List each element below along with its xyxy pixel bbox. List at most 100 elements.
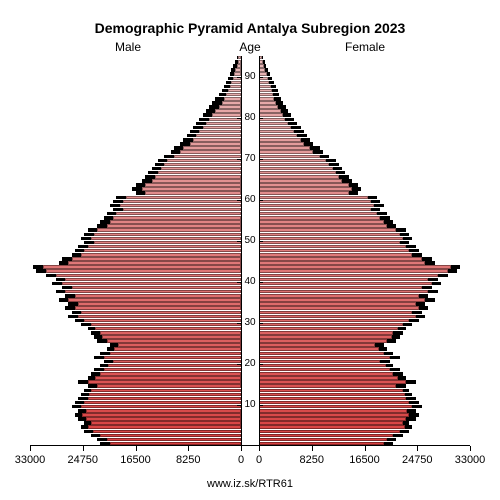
- female-label: Female: [345, 40, 385, 54]
- male-bar: [206, 122, 241, 125]
- age-row: [30, 265, 470, 268]
- age-row: [30, 93, 470, 96]
- male-bar: [183, 146, 241, 149]
- male-bar: [72, 286, 241, 289]
- female-bar: [259, 265, 451, 268]
- female-bar: [259, 187, 352, 190]
- center-axis-left: [241, 56, 242, 446]
- female-bar: [259, 208, 371, 211]
- female-bar: [259, 331, 393, 334]
- female-bar: [259, 298, 425, 301]
- male-bar: [180, 150, 241, 153]
- age-row: [30, 438, 470, 441]
- male-bar: [62, 282, 241, 285]
- female-bar: [259, 384, 396, 387]
- age-row: [30, 413, 470, 416]
- x-tick-label: 16500: [349, 454, 380, 466]
- pyramid-chart: Demographic Pyramid Antalya Subregion 20…: [30, 20, 470, 465]
- male-bar: [75, 306, 241, 309]
- female-bar: [259, 352, 384, 355]
- y-tick-label: 20: [244, 358, 255, 369]
- age-row: [30, 228, 470, 231]
- female-bar: [259, 397, 406, 400]
- female-bar: [259, 294, 419, 297]
- age-row: [30, 126, 470, 129]
- male-bar: [82, 413, 241, 416]
- age-row: [30, 187, 470, 190]
- female-bar: [259, 72, 267, 75]
- female-bar: [259, 438, 387, 441]
- age-row: [30, 335, 470, 338]
- female-bar: [259, 179, 342, 182]
- male-bar: [152, 179, 242, 182]
- male-bar: [226, 93, 241, 96]
- male-bar: [81, 405, 241, 408]
- female-bar: [259, 138, 301, 141]
- y-tick-label: 70: [244, 153, 255, 164]
- male-bar: [155, 175, 241, 178]
- male-bar: [104, 356, 241, 359]
- age-row: [30, 146, 470, 149]
- male-bar: [100, 434, 241, 437]
- age-row: [30, 183, 470, 186]
- male-bar: [230, 85, 242, 88]
- age-row: [30, 64, 470, 67]
- female-bar: [259, 278, 428, 281]
- y-tick-label: 60: [244, 194, 255, 205]
- age-row: [30, 101, 470, 104]
- female-bar: [259, 405, 412, 408]
- male-bar: [234, 72, 241, 75]
- age-label: Age: [239, 40, 260, 54]
- male-bar: [86, 409, 241, 412]
- female-bar: [259, 311, 412, 314]
- female-bar: [259, 150, 313, 153]
- male-bar: [72, 257, 241, 260]
- male-bar: [100, 372, 241, 375]
- male-bar: [75, 294, 241, 297]
- female-bar: [259, 364, 386, 367]
- female-bar: [259, 224, 387, 227]
- female-bar: [259, 343, 375, 346]
- age-row: [30, 302, 470, 305]
- female-bar: [259, 339, 387, 342]
- female-bar: [259, 233, 400, 236]
- age-row: [30, 298, 470, 301]
- male-bar: [68, 298, 241, 301]
- age-row: [30, 430, 470, 433]
- female-bar: [259, 335, 392, 338]
- male-bar: [222, 101, 241, 104]
- female-bar: [259, 85, 271, 88]
- female-bar: [259, 237, 403, 240]
- age-row: [30, 269, 470, 272]
- male-bar: [110, 220, 241, 223]
- age-row: [30, 339, 470, 342]
- male-bar: [56, 274, 241, 277]
- female-bar: [259, 97, 274, 100]
- male-bar: [88, 425, 241, 428]
- female-bar: [259, 360, 380, 363]
- age-row: [30, 434, 470, 437]
- female-bar: [259, 282, 432, 285]
- male-bar: [164, 163, 241, 166]
- age-row: [30, 380, 470, 383]
- female-bar: [259, 421, 403, 424]
- female-bar: [259, 113, 283, 116]
- age-row: [30, 257, 470, 260]
- age-row: [30, 306, 470, 309]
- male-bar: [145, 191, 241, 194]
- y-tick-label: 50: [244, 235, 255, 246]
- female-bar: [259, 417, 406, 420]
- male-bar: [78, 315, 241, 318]
- x-tick-label: 24750: [67, 454, 98, 466]
- female-bar: [259, 380, 406, 383]
- male-bar: [65, 278, 241, 281]
- female-bar: [259, 368, 390, 371]
- female-bar: [259, 167, 333, 170]
- female-bar: [259, 430, 400, 433]
- female-bar: [259, 302, 416, 305]
- male-bar: [120, 204, 241, 207]
- age-row: [30, 352, 470, 355]
- x-tick-label: 8250: [300, 454, 324, 466]
- male-bar: [93, 430, 241, 433]
- age-row: [30, 372, 470, 375]
